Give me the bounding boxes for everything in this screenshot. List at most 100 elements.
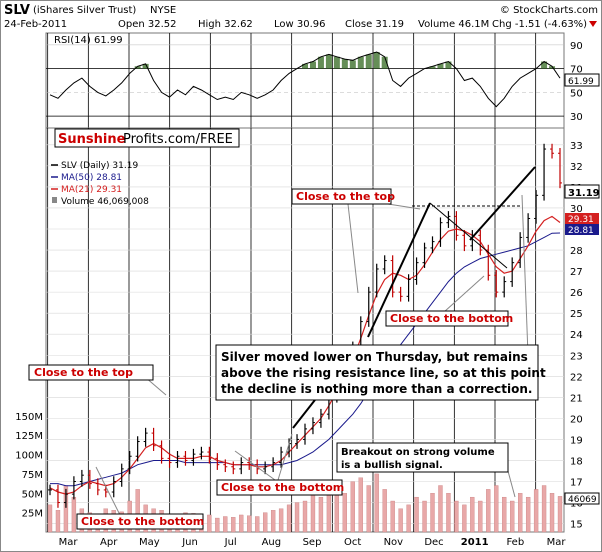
svg-text:Close to the bottom: Close to the bottom xyxy=(390,312,513,325)
x-tick-label: Nov xyxy=(384,537,404,548)
volume-bar xyxy=(390,500,395,533)
price-tick-label: 30 xyxy=(570,204,583,215)
x-tick-label: Mar xyxy=(547,537,567,548)
volume-bar xyxy=(366,485,371,533)
legend-price: SLV (Daily) 31.19 xyxy=(61,161,138,171)
volume-bar xyxy=(374,473,379,533)
rsi-tick-label: 50 xyxy=(570,88,583,99)
date: 24-Feb-2011 xyxy=(4,19,67,30)
volume-bar xyxy=(358,477,363,533)
exchange: NYSE xyxy=(150,5,176,16)
volume-axis: 150M 125M 100M 75M 50M 25M xyxy=(15,412,43,520)
open-value: Open 32.52 xyxy=(118,19,177,30)
volume-bar xyxy=(247,515,252,533)
volume-bar xyxy=(270,510,276,533)
volume-bar xyxy=(462,504,467,533)
volume-tick-label: 125M xyxy=(15,431,43,442)
watermark-box xyxy=(54,128,240,148)
x-tick-label: Sep xyxy=(303,537,322,548)
svg-text:Breakout on strong volume: Breakout on strong volume xyxy=(341,447,495,458)
volume-bar xyxy=(207,514,212,533)
annotation-breakout: Breakout on strong volume is a bullish s… xyxy=(336,442,509,473)
volume-bar xyxy=(350,481,355,533)
x-tick-label: Aug xyxy=(262,537,282,548)
x-tick-label: Jul xyxy=(224,537,237,548)
volume-bar xyxy=(71,496,77,533)
x-tick-label: Feb xyxy=(506,537,524,548)
volume-bar xyxy=(470,496,475,533)
annotation-close-to-bottom-3: Close to the bottom xyxy=(385,310,513,327)
high-value: High 32.62 xyxy=(198,19,253,30)
volume-tick-label: 100M xyxy=(15,451,43,462)
volume-bar xyxy=(263,512,268,533)
legend-ma50: MA(50) 28.81 xyxy=(61,173,122,183)
volume-bar xyxy=(430,493,435,533)
ma50-tag-value: 28.81 xyxy=(568,226,594,236)
volume-bar xyxy=(231,517,236,533)
close-tag-value: 31.19 xyxy=(568,188,600,199)
price-tick-label: 27 xyxy=(570,267,583,278)
volume-bar xyxy=(494,485,499,533)
low-value: Low 30.96 xyxy=(274,19,326,30)
volume-bar xyxy=(135,489,140,533)
volume-tag xyxy=(564,492,600,505)
correction-line xyxy=(429,202,508,269)
svg-text:Close to the bottom: Close to the bottom xyxy=(221,481,344,494)
volume-bar xyxy=(549,493,555,533)
svg-text:above the rising resistance li: above the rising resistance line, so at … xyxy=(221,366,546,380)
legend-ma21: MA(21) 29.31 xyxy=(61,185,122,195)
volume-tick-label: 50M xyxy=(22,489,43,500)
symbol: SLV xyxy=(4,3,30,18)
price-tick-label: 23 xyxy=(570,351,583,362)
rsi-line xyxy=(49,51,561,108)
price-bars xyxy=(48,143,562,508)
volume-bar xyxy=(278,508,284,533)
annotation-close-to-bottom-1: Close to the bottom xyxy=(76,513,204,530)
rsi-tick-label: 30 xyxy=(570,112,583,123)
rsi-tag xyxy=(564,73,600,87)
svg-text:Silver moved lower on Thursday: Silver moved lower on Thursday, but rema… xyxy=(221,350,528,364)
price-axis: 33323130292827262524232221201918171615 xyxy=(570,141,583,531)
volume-bar xyxy=(422,500,427,533)
annotation-pointers xyxy=(95,194,529,516)
annotation-comment: Silver moved lower on Thursday, but rema… xyxy=(215,344,546,401)
annotation-close-to-bottom-2: Close to the bottom xyxy=(216,479,344,496)
volume-bar xyxy=(502,496,507,533)
time-axis: Mar Apr May Jun Jul Aug Sep Oct Nov Dec 2011 Feb Mar xyxy=(59,537,567,548)
x-tick-label: Jun xyxy=(181,537,198,548)
x-tick-label: Mar xyxy=(59,537,79,548)
volume-bar xyxy=(414,496,419,533)
volume-bar xyxy=(342,493,347,533)
rsi-label: RSI(14) 61.99 xyxy=(54,35,123,46)
x-tick-label: Dec xyxy=(424,537,443,548)
volume-tick-label: 150M xyxy=(15,412,43,423)
volume-bar xyxy=(255,516,260,533)
ma50-line xyxy=(50,232,561,487)
volume-bar xyxy=(541,485,547,533)
rsi-axis: 90 70 50 30 xyxy=(570,41,583,123)
x-tick-label: Apr xyxy=(100,537,118,548)
volume-bar xyxy=(326,489,332,533)
source-credit: © StockCharts.com xyxy=(500,5,598,16)
volume-value: Volume 46.1M xyxy=(418,19,489,30)
price-tick-label: 20 xyxy=(570,414,583,425)
volume-tick-label: 25M xyxy=(22,509,43,520)
price-tick-label: 17 xyxy=(570,478,583,489)
svg-text:Close to the top: Close to the top xyxy=(296,190,395,203)
price-tick-label: 32 xyxy=(570,162,583,173)
volume-bar xyxy=(478,500,483,533)
x-tick-label: 2011 xyxy=(461,537,489,548)
watermark-brand: Sunshine xyxy=(58,132,126,147)
price-tick-label: 33 xyxy=(570,141,583,152)
volume-bar xyxy=(215,517,220,533)
annotation-close-to-top-2: Close to the top xyxy=(291,188,395,205)
close-value: Close 31.19 xyxy=(345,19,404,30)
watermark-site: Profits.com/FREE xyxy=(123,132,233,147)
rsi-overbought-fill xyxy=(134,52,556,69)
volume-bar xyxy=(47,504,53,533)
svg-text:is a bullish signal.: is a bullish signal. xyxy=(341,460,443,471)
volume-bar xyxy=(446,493,451,533)
rsi-grid xyxy=(46,33,564,128)
